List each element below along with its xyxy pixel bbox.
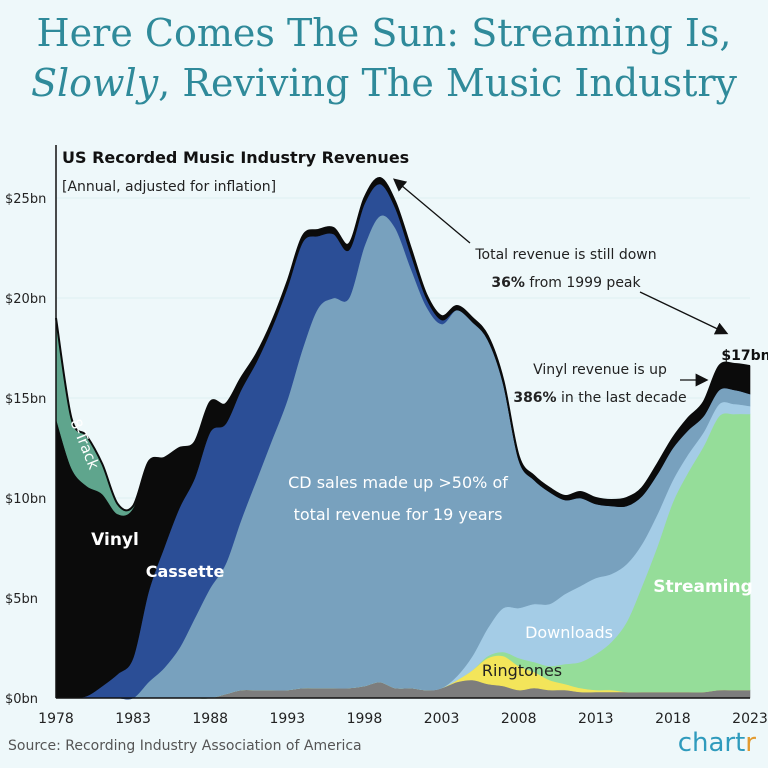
title-emphasis: Slowly <box>30 61 159 105</box>
x-tick-label: 2013 <box>578 711 614 727</box>
x-tick-label: 2018 <box>655 711 691 727</box>
title-line-1: Here Comes The Sun: Streaming Is, <box>36 11 732 55</box>
y-tick-label: $5bn <box>5 592 38 607</box>
x-tick-label: 2003 <box>424 711 460 727</box>
label-streaming: Streaming <box>653 577 753 597</box>
x-tick-label: 1998 <box>347 711 383 727</box>
x-tick-label: 1988 <box>192 711 228 727</box>
tick-labels: 1978 1983 1988 1993 1998 2003 2008 2013 2018 2023… <box>5 192 768 727</box>
y-tick-label: $25bn <box>5 192 46 207</box>
peak-annotation-bold: 36% <box>491 275 525 291</box>
vinyl-annotation-line-1: Vinyl revenue is up <box>533 362 667 378</box>
title-line-2: Slowly, Reviving The Music Industry <box>0 58 768 108</box>
total-outline <box>55 177 751 512</box>
y-tick-label: $20bn <box>5 292 46 307</box>
source-note: Source: Recording Industry Association o… <box>8 738 362 754</box>
y-tick-label: $0bn <box>5 692 38 707</box>
x-tick-label: 1983 <box>115 711 151 727</box>
chart-subtitle: [Annual, adjusted for inflation] <box>62 179 276 195</box>
peak-annotation-line-2: 36% from 1999 peak <box>491 275 641 291</box>
end-value-label: $17bn <box>721 348 768 364</box>
axes <box>55 145 750 699</box>
x-tick-label: 1978 <box>38 711 74 727</box>
y-tick-label: $15bn <box>5 392 46 407</box>
brand-main: chart <box>677 728 746 758</box>
brand-logo: chartr <box>678 728 756 758</box>
x-tick-label: 1993 <box>270 711 306 727</box>
vinyl-annotation-bold: 386% <box>513 390 556 406</box>
chart-title: US Recorded Music Industry Revenues <box>62 148 409 167</box>
peak-annotation-line-1: Total revenue is still down <box>474 247 656 263</box>
x-tick-label: 2008 <box>501 711 537 727</box>
brand-accent: r <box>745 728 756 758</box>
total-line <box>55 177 751 512</box>
label-ringtones: Ringtones <box>482 661 562 680</box>
label-cd-line-1: CD sales made up >50% of <box>288 473 508 492</box>
title-line-2-rest: , Reviving The Music Industry <box>158 61 738 105</box>
vinyl-annotation-rest: in the last decade <box>557 390 687 406</box>
peak-annotation-rest: from 1999 peak <box>525 275 642 291</box>
label-vinyl: Vinyl <box>91 530 139 550</box>
label-downloads: Downloads <box>525 623 613 642</box>
page-title: Here Comes The Sun: Streaming Is, Slowly… <box>0 8 768 108</box>
end-arrow <box>639 291 729 335</box>
label-cd-line-2: total revenue for 19 years <box>294 505 503 524</box>
x-tick-label: 2023 <box>732 711 768 727</box>
vinyl-annotation-line-2: 386% in the last decade <box>513 390 686 406</box>
y-tick-label: $10bn <box>5 492 46 507</box>
label-cassette: Cassette <box>146 562 225 581</box>
peak-arrow <box>393 178 471 244</box>
